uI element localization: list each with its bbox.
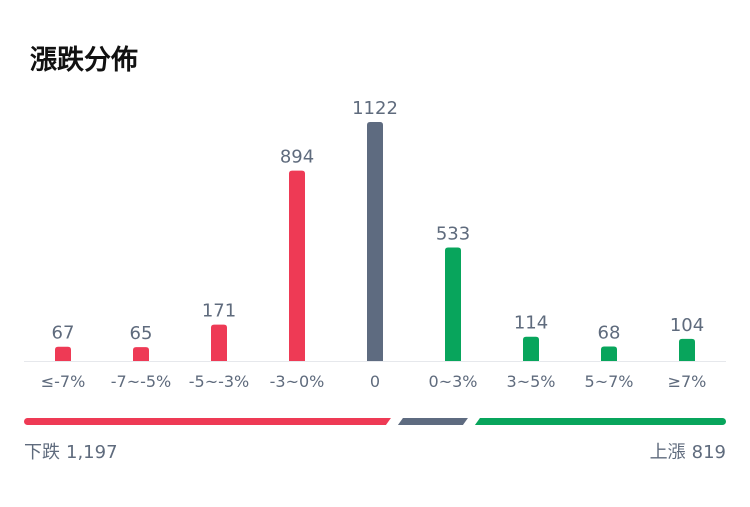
tick-label-3: -3~0% xyxy=(270,372,325,391)
value-label-group: 67 65 171 894 1122 533 114 68 104 xyxy=(52,98,705,344)
value-label-0: 67 xyxy=(52,323,75,344)
tick-label-2: -5~-3% xyxy=(189,372,250,391)
tick-label-5: 0~3% xyxy=(429,372,478,391)
tick-label-7: 5~7% xyxy=(585,372,634,391)
bar-6 xyxy=(523,336,539,361)
breadth-down-segment xyxy=(24,418,391,425)
bar-group xyxy=(55,122,695,361)
up-summary-label: 上漲 xyxy=(649,442,686,463)
breadth-bar xyxy=(24,418,726,425)
value-label-7: 68 xyxy=(598,323,621,344)
value-label-8: 104 xyxy=(670,315,704,336)
down-summary-label: 下跌 xyxy=(24,442,60,463)
down-summary: 下跌 1,197 xyxy=(24,438,118,464)
bar-3 xyxy=(289,170,305,361)
tick-label-4: 0 xyxy=(370,372,380,391)
chart-title: 漲跌分佈 xyxy=(30,45,138,76)
value-label-6: 114 xyxy=(514,313,548,334)
value-label-4: 1122 xyxy=(352,98,398,119)
value-label-2: 171 xyxy=(202,301,236,322)
bar-8 xyxy=(679,338,695,361)
bar-1 xyxy=(133,347,149,361)
tick-label-6: 3~5% xyxy=(507,372,556,391)
bar-5 xyxy=(445,247,461,361)
down-summary-value: 1,197 xyxy=(66,442,118,463)
tick-label-0: ≤-7% xyxy=(41,372,86,391)
bar-2 xyxy=(211,324,227,361)
bar-4 xyxy=(367,122,383,361)
value-label-1: 65 xyxy=(130,323,153,344)
up-summary: 上漲 819 xyxy=(650,438,726,464)
tick-label-1: -7~-5% xyxy=(111,372,172,391)
bar-0 xyxy=(55,346,71,361)
value-label-3: 894 xyxy=(280,147,314,168)
tick-label-group: ≤-7% -7~-5% -5~-3% -3~0% 0 0~3% 3~5% 5~7% ≥7% xyxy=(41,372,707,391)
up-summary-value: 819 xyxy=(691,442,726,463)
value-label-5: 533 xyxy=(436,223,470,244)
breadth-flat-segment xyxy=(397,418,468,425)
breadth-up-segment xyxy=(474,418,726,425)
bar-7 xyxy=(601,346,617,361)
tick-label-8: ≥7% xyxy=(668,372,707,391)
